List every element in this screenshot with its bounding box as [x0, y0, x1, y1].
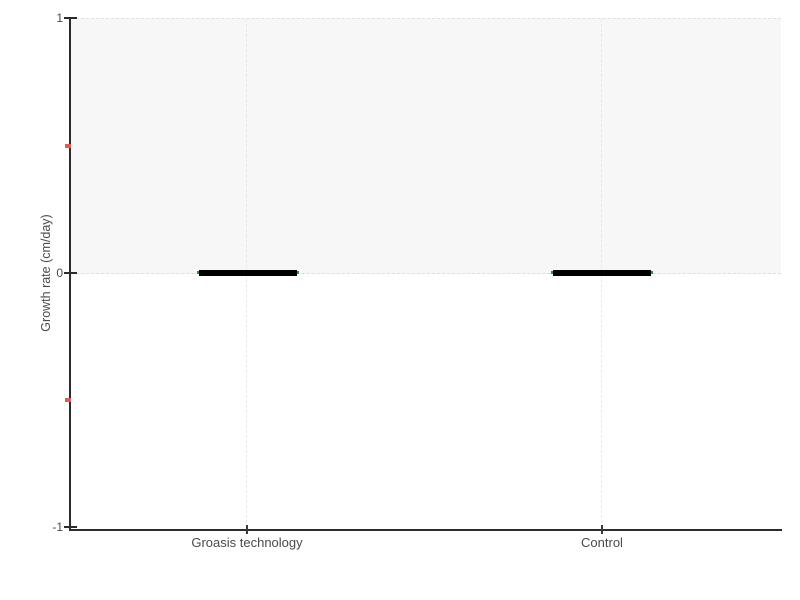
- y-tick-label-1: 1: [56, 11, 63, 25]
- y-tick-mark-0: [64, 272, 77, 274]
- x-category-label-groasis: Groasis technology: [191, 535, 303, 550]
- y-axis-line: [69, 18, 71, 531]
- x-tick-mark-control: [601, 525, 603, 534]
- y-minor-tick-0p5: [65, 144, 71, 148]
- x-axis-line: [69, 529, 782, 531]
- box-bar-groasis: [199, 270, 297, 276]
- y-tick-mark-neg1: [64, 526, 77, 528]
- x-category-label-control: Control: [581, 535, 623, 550]
- y-tick-label-neg1: -1: [52, 520, 63, 534]
- y-axis-title: Growth rate (cm/day): [39, 214, 53, 332]
- box-bar-control: [553, 270, 651, 276]
- y-tick-mark-1: [64, 17, 77, 19]
- shaded-band-0-to-1: [71, 18, 781, 274]
- x-tick-mark-groasis: [246, 525, 248, 534]
- y-minor-tick-neg0p5: [65, 398, 71, 402]
- y-tick-label-0: 0: [56, 266, 63, 280]
